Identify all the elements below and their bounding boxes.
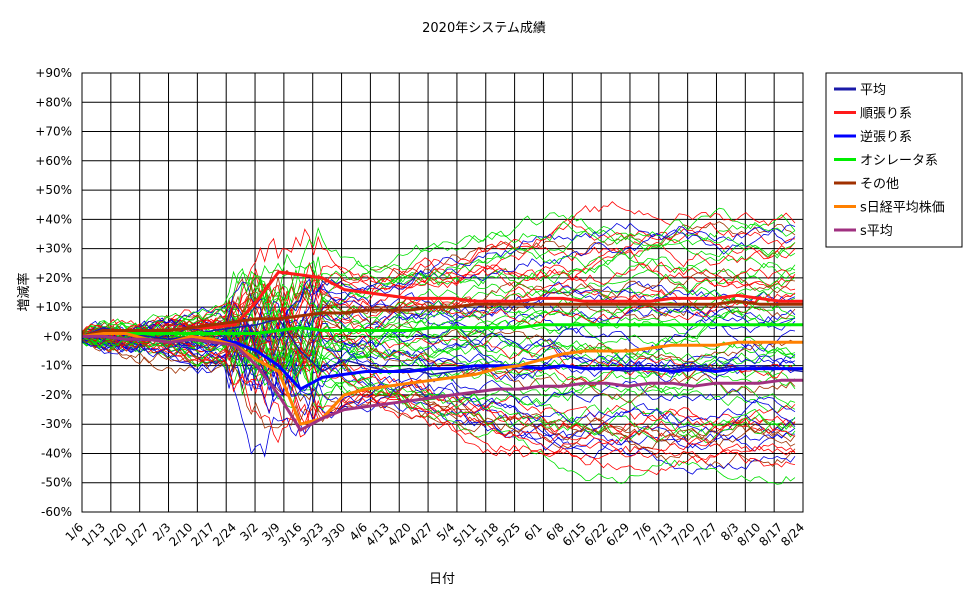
y-axis-ticks: +90% +80% +70% +60% +50% +40% +30% +20% +10% +0% -… xyxy=(35,66,72,519)
system-line xyxy=(81,316,796,410)
system-line xyxy=(81,321,796,468)
y-axis-label: 増減率 xyxy=(16,272,32,311)
y-tick-label: -10% xyxy=(41,359,72,373)
system-line xyxy=(81,326,796,438)
plot-frame xyxy=(81,72,804,513)
y-tick-label: +60% xyxy=(35,154,72,168)
y-tick-label: +40% xyxy=(35,212,72,226)
system-line xyxy=(81,337,796,485)
y-tick-label: -60% xyxy=(41,505,72,519)
system-line xyxy=(81,323,796,378)
system-line xyxy=(81,241,796,344)
series-line-4 xyxy=(81,299,803,338)
system-line xyxy=(81,226,796,349)
legend-label: s日経平均株価 xyxy=(860,201,945,216)
system-line xyxy=(81,207,796,343)
system-line xyxy=(81,331,796,441)
legend-label: 逆張り系 xyxy=(860,129,912,145)
system-line xyxy=(81,275,796,361)
y-tick-label: +50% xyxy=(35,183,72,197)
system-line xyxy=(81,319,796,389)
legend-label: 順張り系 xyxy=(860,107,912,122)
y-tick-label: -40% xyxy=(41,446,72,460)
series-line-5 xyxy=(81,332,803,426)
system-line xyxy=(81,272,796,342)
y-tick-label: -20% xyxy=(41,388,72,402)
system-line xyxy=(81,227,796,336)
legend-label: その他 xyxy=(860,177,899,192)
system-line xyxy=(81,301,796,397)
system-line xyxy=(81,218,796,360)
system-line xyxy=(81,297,796,436)
x-axis-label: 日付 xyxy=(429,572,455,587)
y-tick-label: +20% xyxy=(35,271,72,285)
y-tick-label: -30% xyxy=(41,417,72,431)
system-line xyxy=(81,331,796,424)
series-line-6 xyxy=(82,334,803,432)
legend-label: オシレータ系 xyxy=(860,154,938,169)
series-lines xyxy=(81,270,804,432)
system-line xyxy=(81,315,796,412)
system-line xyxy=(81,327,796,427)
y-tick-label: +80% xyxy=(35,95,72,109)
y-tick-label: -50% xyxy=(41,476,72,490)
legend-label: 平均 xyxy=(860,83,886,98)
system-line xyxy=(81,201,796,352)
y-tick-label: +10% xyxy=(35,300,72,314)
y-tick-label: +30% xyxy=(35,242,72,256)
series-line-3 xyxy=(81,323,803,338)
y-tick-label: +90% xyxy=(35,66,72,80)
y-tick-label: +0% xyxy=(43,329,72,343)
y-tick-label: +70% xyxy=(35,125,72,139)
system-line xyxy=(81,328,795,476)
system-line xyxy=(81,333,796,449)
chart-title: 2020年システム成績 xyxy=(422,21,546,36)
legend-label: s平均 xyxy=(860,224,893,239)
